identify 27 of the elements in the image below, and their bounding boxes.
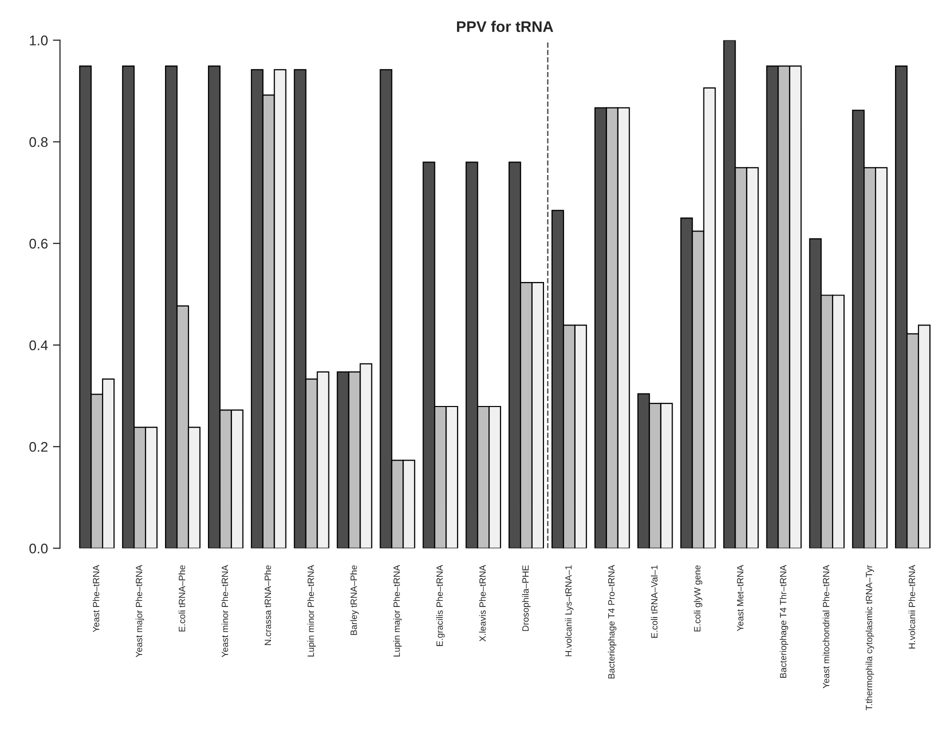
x-tick-label: E.coli tRNA–Phe [178,565,186,632]
x-tick-label: Yeast minor Phe–tRNA [221,564,228,658]
x-tick-label: Yeast mitochondrial Phe–tRNA [822,564,830,688]
chart-title: PPV for tRNA [457,20,554,32]
x-tick-label: Lupin minor Phe–tRNA [307,564,316,657]
x-tick-label: Yeast major Phe–tRNA [136,564,144,658]
x-tick-label: N.crassa tRNA–Phe [264,565,272,645]
x-tick-label: X.leavis Phe–tRNA [479,564,486,642]
x-tick-label: T.thermophila cytoplasmic tRNA–Tyr [866,565,874,710]
x-tick-label: Lupin major Phe–tRNA [393,564,402,657]
x-tick-label: E.coli glyW gene [694,565,702,632]
x-tick-label: Bacteriophage T4 Thr–tRNA [780,564,788,678]
y-tick-label: 0.4 [29,340,48,350]
x-tick-label: E.coli tRNA–Val–1 [650,565,658,638]
x-tick-label: Drosophila–PHE [522,565,530,631]
x-tick-label: Bacteriophage T4 Pro–tRNA [608,564,616,678]
x-tick-label: Yeast Phe–tRNA [92,564,100,632]
y-tick-label: 0.2 [29,442,48,452]
x-tick-label: E.gracilis Phe–tRNA [436,564,445,646]
y-tick-label: 0.8 [29,137,48,147]
x-tick-label: H.volcanii Lys–tRNA–1 [565,565,574,656]
y-tick-label: 0.0 [29,544,48,554]
y-tick-label: 1.0 [30,36,48,46]
x-tick-label: Barley tRNA–Phe [350,565,359,635]
x-tick-label: Yeast Met–tRNA [737,564,744,632]
x-tick-label: H.volcanii Phe–tRNA [908,564,916,648]
y-tick-label: 0.6 [29,238,48,249]
